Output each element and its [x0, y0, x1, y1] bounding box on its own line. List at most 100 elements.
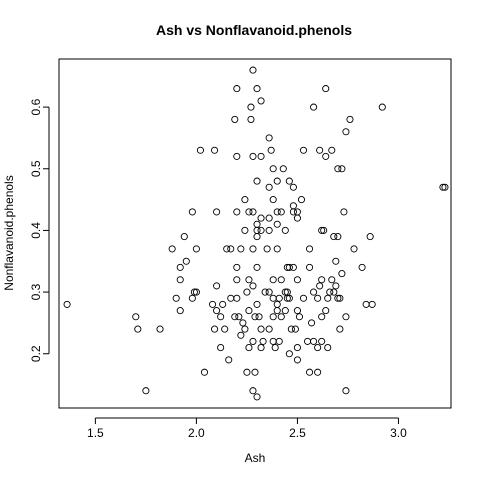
- data-point: [336, 325, 344, 333]
- data-point: [249, 282, 257, 290]
- data-point: [281, 307, 289, 315]
- data-point: [142, 387, 150, 395]
- data-point: [237, 331, 245, 339]
- data-point: [269, 313, 277, 321]
- data-point: [211, 146, 219, 154]
- data-point: [257, 344, 265, 352]
- data-point: [320, 226, 328, 234]
- data-point: [318, 276, 326, 284]
- y-axis-label: Nonflavanoid.phenols: [2, 175, 16, 290]
- data-point: [330, 233, 338, 241]
- data-point: [334, 294, 342, 302]
- data-point: [245, 344, 253, 352]
- data-point: [180, 233, 188, 241]
- x-tick-label: 2.0: [188, 426, 205, 440]
- data-point: [233, 294, 241, 302]
- data-point: [200, 368, 209, 376]
- data-point: [192, 245, 200, 253]
- data-point: [265, 226, 273, 234]
- data-point: [295, 313, 304, 321]
- x-axis-label: Ash: [245, 451, 266, 465]
- data-point: [324, 294, 332, 302]
- y-tick-label: 0.2: [29, 345, 43, 362]
- data-point: [310, 103, 318, 111]
- data-point: [378, 103, 386, 111]
- data-point: [277, 313, 285, 321]
- data-point: [293, 276, 301, 284]
- data-point: [249, 387, 257, 395]
- data-point: [253, 220, 261, 228]
- data-point: [227, 245, 235, 253]
- data-point: [328, 146, 336, 154]
- data-point: [221, 325, 229, 333]
- data-point: [306, 263, 314, 271]
- data-point: [326, 288, 334, 296]
- y-tick-label: 0.6: [29, 98, 43, 115]
- data-point: [289, 183, 297, 191]
- data-point: [253, 263, 261, 271]
- data-point: [241, 226, 249, 234]
- data-point: [257, 214, 265, 222]
- data-point: [306, 245, 314, 253]
- data-point: [291, 325, 299, 333]
- data-point: [338, 270, 346, 278]
- data-point: [439, 183, 447, 191]
- data-point: [269, 165, 277, 173]
- data-point: [219, 300, 227, 308]
- data-point: [336, 294, 344, 302]
- data-point: [134, 325, 142, 333]
- data-point: [273, 208, 281, 216]
- data-point: [318, 313, 326, 321]
- data-point: [63, 300, 71, 308]
- data-point: [273, 177, 281, 185]
- data-point: [328, 276, 336, 284]
- data-point: [275, 294, 283, 302]
- data-point: [310, 288, 318, 296]
- data-point: [245, 276, 253, 284]
- data-point: [314, 294, 322, 302]
- data-point: [265, 134, 273, 142]
- data-point: [281, 226, 289, 234]
- data-point: [265, 183, 273, 191]
- data-point: [231, 313, 239, 321]
- data-point: [253, 85, 261, 93]
- data-point: [249, 66, 257, 74]
- data-point: [346, 115, 354, 123]
- data-point: [265, 214, 273, 222]
- data-point: [176, 263, 184, 271]
- data-point: [293, 208, 301, 216]
- data-point: [233, 152, 241, 160]
- data-point: [267, 146, 275, 154]
- data-point: [249, 337, 257, 345]
- plot-frame: [58, 58, 452, 409]
- data-point: [196, 146, 204, 154]
- data-point: [279, 165, 287, 173]
- data-point: [322, 85, 330, 93]
- data-point: [190, 288, 198, 296]
- data-point: [271, 344, 279, 352]
- y-axis: 0.2 0.3 0.4 0.5 0.6: [29, 98, 50, 362]
- data-point: [275, 337, 283, 345]
- data-point: [233, 85, 241, 93]
- data-point: [259, 337, 267, 345]
- data-point: [233, 263, 241, 271]
- data-point: [273, 245, 281, 253]
- data-point: [269, 196, 277, 204]
- data-point: [330, 288, 338, 296]
- data-point: [237, 245, 245, 253]
- data-point: [310, 337, 318, 345]
- data-point: [176, 307, 184, 315]
- data-point: [247, 103, 255, 111]
- data-point: [342, 128, 350, 136]
- data-point: [213, 208, 221, 216]
- data-point: [350, 245, 358, 253]
- data-point: [368, 300, 376, 308]
- data-point: [213, 282, 221, 290]
- data-point: [176, 276, 184, 284]
- data-point: [241, 325, 249, 333]
- data-point: [285, 263, 293, 271]
- data-point: [263, 245, 271, 253]
- data-point: [281, 288, 289, 296]
- data-point: [247, 115, 255, 123]
